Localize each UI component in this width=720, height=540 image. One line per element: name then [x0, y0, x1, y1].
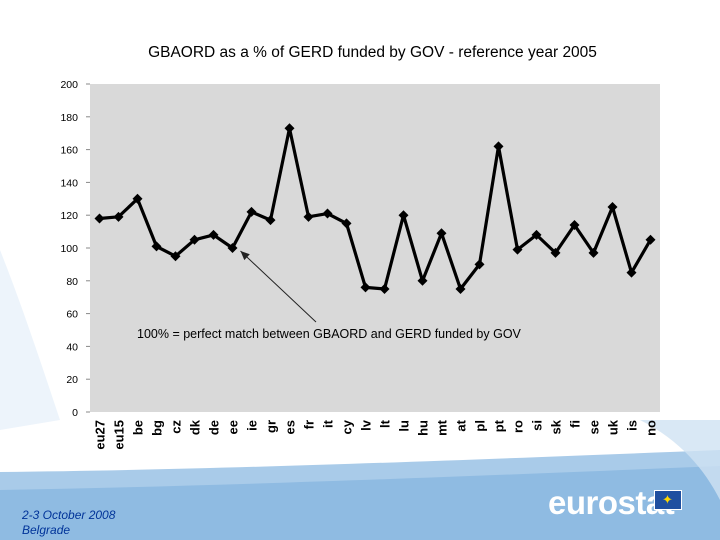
data-point: [360, 282, 371, 293]
data-point: [626, 267, 637, 278]
y-tick-label: 20: [66, 374, 78, 386]
x-tick-label: mt: [435, 419, 450, 436]
x-tick-label: at: [454, 419, 469, 431]
x-tick-label: pl: [473, 420, 488, 432]
data-point: [550, 247, 561, 258]
x-tick-label: be: [131, 420, 146, 435]
eu-flag-icon: ✦: [654, 490, 682, 510]
data-point: [588, 247, 599, 258]
data-point: [645, 234, 656, 245]
data-point: [94, 213, 105, 224]
data-point: [170, 251, 181, 262]
data-point: [322, 208, 333, 219]
x-tick-label: lt: [378, 419, 393, 428]
data-point: [398, 210, 409, 221]
x-tick-label: bg: [150, 420, 165, 436]
x-tick-label: si: [530, 420, 545, 431]
x-tick-label: ee: [226, 420, 241, 434]
y-tick-label: 100: [60, 243, 78, 255]
x-tick-label: pt: [492, 419, 507, 432]
x-tick-label: lu: [397, 420, 412, 432]
x-tick-label: it: [321, 419, 336, 428]
x-tick-label: is: [625, 420, 640, 431]
data-point: [436, 228, 447, 239]
data-point: [531, 229, 542, 240]
x-axis: eu27 eu15 be bg cz dk de ee ie gr es fr it cy lv lt lu hu…: [93, 419, 659, 449]
x-tick-label: ie: [245, 420, 260, 431]
annotation-arrowhead: [240, 251, 250, 261]
x-tick-label: eu27: [93, 420, 108, 450]
data-point: [189, 234, 200, 245]
x-tick-label: cy: [340, 419, 355, 434]
plot-area: [90, 84, 660, 412]
y-tick-label: 40: [66, 341, 78, 353]
data-point: [512, 244, 523, 255]
x-tick-label: lv: [359, 419, 374, 431]
x-tick-label: eu15: [112, 420, 127, 450]
y-tick-label: 200: [60, 79, 78, 91]
data-point: [246, 206, 257, 217]
annotation-text: 100% = perfect match between GBAORD and …: [137, 327, 522, 341]
x-tick-label: de: [207, 420, 222, 435]
x-tick-label: hu: [416, 420, 431, 436]
y-tick-label: 0: [72, 407, 78, 419]
data-point: [151, 241, 162, 252]
data-point: [227, 243, 238, 253]
data-point: [474, 259, 485, 270]
x-tick-label: no: [644, 420, 659, 436]
data-point: [265, 215, 276, 226]
y-tick-label: 60: [66, 309, 78, 321]
x-tick-label: se: [587, 420, 602, 434]
markers: [94, 123, 656, 294]
annotation-arrow: [240, 250, 317, 323]
x-tick-label: ro: [511, 420, 526, 433]
data-point: [208, 229, 219, 240]
x-tick-label: fi: [568, 420, 583, 428]
footer: 2-3 October 2008 Belgrade: [22, 508, 115, 538]
y-tick-label: 80: [66, 276, 78, 288]
footer-date: 2-3 October 2008: [22, 508, 116, 522]
y-tick-label: 160: [60, 145, 78, 157]
data-point: [493, 141, 504, 152]
data-point: [284, 123, 295, 134]
data-point: [417, 275, 428, 286]
x-tick-label: dk: [188, 419, 203, 435]
x-tick-label: es: [283, 420, 298, 434]
series-line: [99, 126, 652, 291]
x-tick-label: gr: [264, 420, 279, 433]
data-point: [455, 284, 466, 294]
y-axis: 0 20 40 60 80 100 120 140 160 180 200: [60, 79, 90, 419]
annotation-group: 100% = perfect match between GBAORD and …: [137, 250, 522, 341]
data-point: [132, 193, 143, 204]
x-tick-label: uk: [606, 419, 621, 435]
chart-title: GBAORD as a % of GERD funded by GOV - re…: [148, 44, 597, 61]
data-point: [379, 284, 390, 294]
x-tick-label: fr: [302, 420, 317, 429]
y-tick-label: 120: [60, 210, 78, 222]
x-tick-label: cz: [169, 420, 184, 434]
eurostat-logo: eurostat: [548, 484, 675, 521]
y-tick-label: 180: [60, 112, 78, 124]
data-point: [607, 202, 618, 212]
data-point: [113, 211, 124, 222]
data-point: [341, 218, 352, 229]
y-tick-label: 140: [60, 177, 78, 189]
x-tick-label: sk: [549, 419, 564, 434]
data-point: [303, 211, 314, 222]
data-point: [569, 220, 580, 231]
footer-location: Belgrade: [22, 523, 71, 537]
